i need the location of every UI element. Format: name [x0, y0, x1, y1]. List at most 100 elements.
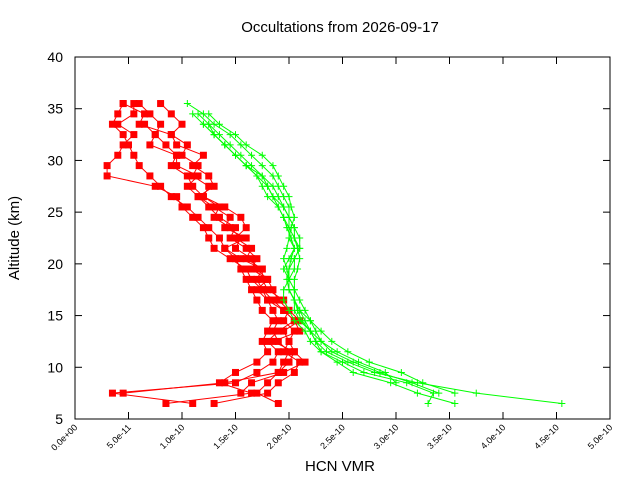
data-point [194, 172, 202, 180]
data-point [242, 224, 250, 232]
data-point [290, 348, 298, 356]
data-point [173, 193, 181, 201]
data-point [178, 203, 186, 211]
data-point [173, 162, 181, 170]
data-point [210, 244, 218, 252]
data-point [317, 337, 325, 345]
data-point [355, 358, 363, 366]
data-point [205, 182, 213, 190]
data-point [312, 327, 320, 335]
series-line [203, 123, 397, 384]
data-point [130, 151, 138, 159]
data-point [237, 234, 245, 242]
data-point [226, 255, 234, 263]
data-point [189, 182, 197, 190]
data-point [103, 172, 111, 180]
data-point [248, 286, 256, 294]
data-point [280, 348, 288, 356]
data-point [167, 131, 175, 139]
data-point [274, 317, 282, 325]
data-point [157, 182, 165, 190]
data-point [157, 100, 165, 108]
data-point [285, 275, 293, 283]
data-point [360, 368, 368, 376]
data-point [221, 203, 229, 211]
series-11 [199, 120, 400, 387]
data-point [232, 368, 239, 376]
data-point [199, 224, 207, 232]
data-point [125, 141, 132, 149]
data-point [280, 317, 288, 325]
data-point [290, 234, 298, 242]
data-point [232, 244, 239, 252]
data-point [424, 399, 432, 407]
data-point [108, 120, 116, 128]
data-point [269, 193, 277, 201]
data-point [248, 151, 256, 159]
data-point [344, 348, 352, 356]
data-point [280, 203, 288, 211]
data-point [215, 379, 223, 387]
data-point [280, 296, 288, 304]
data-point [248, 379, 256, 387]
y-tick-label: 15 [47, 308, 63, 324]
data-point [242, 141, 250, 149]
data-point [183, 141, 191, 149]
data-point [258, 162, 266, 170]
data-point [237, 389, 245, 397]
series-2 [108, 100, 277, 407]
data-point [162, 399, 170, 407]
data-point [253, 172, 261, 180]
data-point [280, 306, 288, 314]
data-point [167, 193, 175, 201]
data-point [242, 244, 250, 252]
data-point [232, 131, 239, 139]
data-point [130, 110, 138, 118]
data-point [264, 182, 272, 190]
data-point [269, 306, 277, 314]
data-point [253, 255, 261, 263]
data-point [215, 120, 223, 128]
data-point [274, 399, 282, 407]
data-point [274, 348, 282, 356]
data-point [264, 327, 272, 335]
data-point [183, 100, 191, 108]
data-point [274, 368, 282, 376]
data-point [274, 327, 282, 335]
data-point [183, 203, 191, 211]
data-point [237, 213, 245, 221]
data-point [280, 182, 288, 190]
data-point [258, 286, 266, 294]
data-point [210, 203, 218, 211]
data-point [205, 203, 213, 211]
data-point [472, 389, 480, 397]
data-point [151, 182, 159, 190]
data-point [258, 337, 266, 345]
data-point [232, 234, 239, 242]
data-point [264, 379, 272, 387]
data-point [285, 193, 293, 201]
data-point [189, 399, 197, 407]
y-tick-label: 5 [55, 411, 63, 427]
data-point [392, 379, 400, 387]
data-point [349, 368, 357, 376]
data-point [119, 141, 127, 149]
data-point [269, 296, 277, 304]
data-point [253, 286, 261, 294]
data-point [435, 389, 443, 397]
data-point [339, 358, 346, 366]
data-point [210, 131, 218, 139]
data-point [258, 306, 266, 314]
data-point [242, 265, 250, 273]
data-point [290, 255, 298, 263]
data-point [157, 120, 165, 128]
data-point [253, 275, 261, 283]
data-point [419, 379, 427, 387]
data-point [283, 244, 291, 252]
data-point [269, 162, 277, 170]
data-point [280, 358, 288, 366]
data-point [119, 100, 127, 108]
data-point [167, 110, 175, 118]
data-point [199, 193, 207, 201]
